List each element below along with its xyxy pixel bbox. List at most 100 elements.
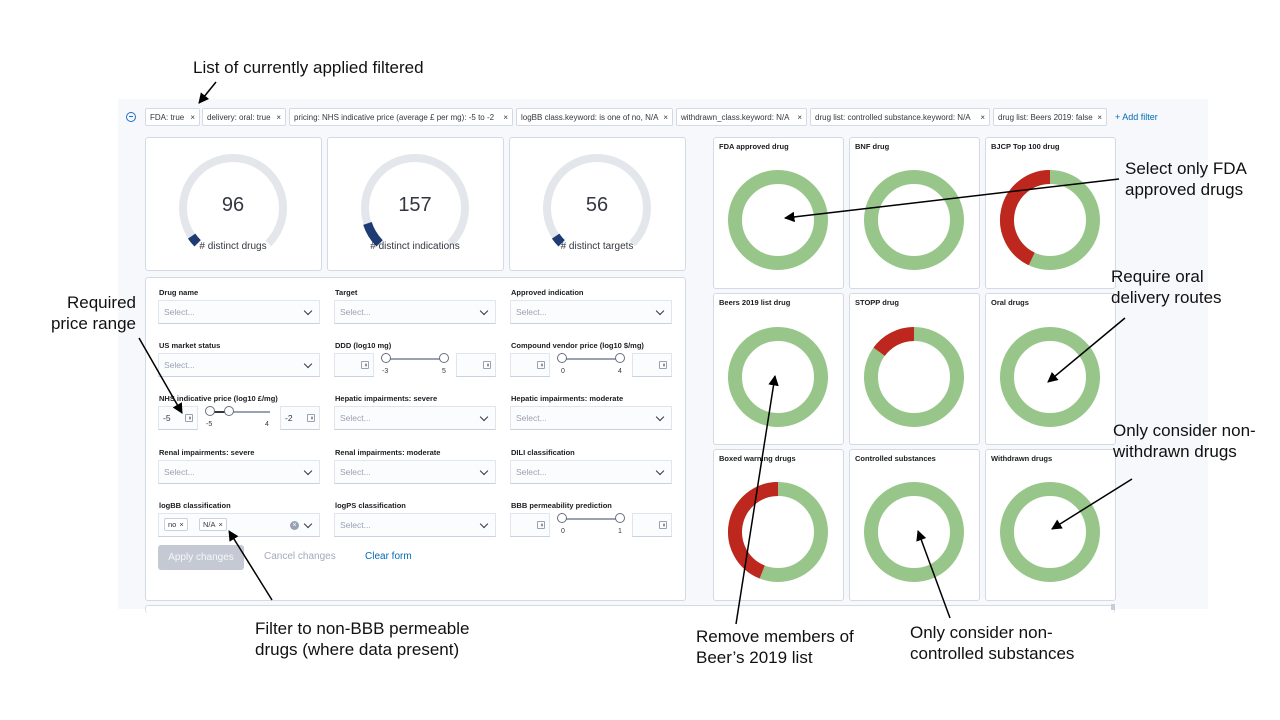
hepatic-moderate-label: Hepatic impairments: moderate: [511, 394, 624, 403]
ddd-max-input[interactable]: [456, 353, 496, 377]
filter-pill-pricing[interactable]: pricing: NHS indicative price (average £…: [289, 108, 513, 126]
renal-moderate-select[interactable]: Select...: [334, 460, 496, 484]
donut-title: BJCP Top 100 drug: [991, 142, 1060, 151]
annotation-line: Only consider non-: [910, 623, 1053, 642]
metric-label: # distinct targets: [560, 241, 634, 252]
close-icon[interactable]: ×: [276, 112, 281, 122]
dili-select[interactable]: Select...: [510, 460, 672, 484]
stepper-icon[interactable]: [659, 521, 667, 529]
us-market-status-select[interactable]: Select...: [158, 353, 320, 377]
bbb-min-thumb[interactable]: [557, 513, 567, 523]
renal-severe-select[interactable]: Select...: [158, 460, 320, 484]
chevron-down-icon: [303, 519, 313, 529]
logbb-chip-no[interactable]: no ×: [164, 518, 188, 531]
target-select[interactable]: Select...: [334, 300, 496, 324]
filter-pill-oral[interactable]: delivery: oral: true ×: [202, 108, 286, 126]
stepper-icon[interactable]: [307, 414, 315, 422]
stepper-icon[interactable]: [537, 361, 545, 369]
donut-panel-bnf: [849, 137, 980, 289]
filter-pill-withdrawn[interactable]: withdrawn_class.keyword: N/A ×: [676, 108, 807, 126]
cancel-changes-button[interactable]: Cancel changes: [264, 551, 336, 562]
logps-label: logPS classification: [335, 501, 406, 510]
scrollbar-thumb[interactable]: [1111, 604, 1115, 610]
donut-panel-fda: [713, 137, 844, 289]
close-icon[interactable]: ×: [503, 112, 508, 122]
clear-form-button[interactable]: Clear form: [365, 551, 412, 562]
chevron-down-icon: [479, 519, 489, 529]
filter-pill-fda[interactable]: FDA: true ×: [145, 108, 200, 126]
renal-severe-label: Renal impairments: severe: [159, 448, 255, 457]
vendor-price-label: Compound vendor price (log10 $/mg): [511, 341, 644, 350]
ddd-min-thumb[interactable]: [381, 353, 391, 363]
chip-label: no: [168, 520, 177, 529]
vendor-price-min-input[interactable]: [510, 353, 550, 377]
annotation-line: Require oral: [1111, 267, 1204, 286]
vendor-price-max-input[interactable]: [632, 353, 672, 377]
vendor-price-min-thumb[interactable]: [557, 353, 567, 363]
annotation-fda: Select only FDA approved drugs: [1125, 158, 1247, 200]
ddd-min-input[interactable]: [334, 353, 374, 377]
logbb-chip-na[interactable]: N/A ×: [199, 518, 227, 531]
filter-pill-label: drug list: controlled substance.keyword:…: [815, 112, 971, 122]
ddd-label: DDD (log10 mg): [335, 341, 392, 350]
ddd-max-thumb[interactable]: [439, 353, 449, 363]
annotation-line: delivery routes: [1111, 288, 1222, 307]
select-placeholder: Select...: [516, 307, 547, 317]
approved-indication-select[interactable]: Select...: [510, 300, 672, 324]
nhs-price-min-thumb[interactable]: [205, 406, 215, 416]
nhs-price-max-thumb[interactable]: [224, 406, 234, 416]
lower-panel-edge: [145, 605, 1115, 613]
renal-moderate-label: Renal impairments: moderate: [335, 448, 441, 457]
close-icon[interactable]: ×: [190, 112, 195, 122]
hepatic-severe-select[interactable]: Select...: [334, 406, 496, 430]
bbb-max-input[interactable]: [632, 513, 672, 537]
close-icon[interactable]: ×: [1097, 112, 1102, 122]
donut-title: Beers 2019 list drug: [719, 298, 791, 307]
annotation-filters-list: List of currently applied filtered: [193, 57, 424, 78]
close-icon[interactable]: ×: [179, 520, 184, 529]
annotation-line: Beer’s 2019 list: [696, 648, 813, 667]
ddd-min-tick: -3: [382, 368, 389, 375]
donut-panel-boxed: [713, 449, 844, 601]
close-icon[interactable]: ×: [980, 112, 985, 122]
nhs-price-min-tick: -5: [206, 421, 213, 428]
chevron-down-icon: [479, 466, 489, 476]
nhs-price-min-input[interactable]: -5: [158, 406, 198, 430]
stepper-icon[interactable]: [185, 414, 193, 422]
target-label: Target: [335, 288, 358, 297]
add-filter-link[interactable]: + Add filter: [1115, 112, 1158, 122]
annotation-line: price range: [50, 314, 136, 333]
stepper-icon[interactable]: [361, 361, 369, 369]
close-icon[interactable]: ×: [218, 520, 223, 529]
filter-pill-logbb[interactable]: logBB class.keyword: is one of no, N/A ×: [516, 108, 673, 126]
stepper-icon[interactable]: [483, 361, 491, 369]
close-icon[interactable]: ×: [663, 112, 668, 122]
stepper-icon[interactable]: [659, 361, 667, 369]
dili-label: DILI classification: [511, 448, 575, 457]
annotation-line: Filter to non-BBB permeable: [255, 619, 470, 638]
nhs-price-max-input[interactable]: -2: [280, 406, 320, 430]
metric-label: # distinct indications: [370, 241, 460, 252]
bbb-max-thumb[interactable]: [615, 513, 625, 523]
select-placeholder: Select...: [164, 467, 195, 477]
filter-pill-controlled[interactable]: drug list: controlled substance.keyword:…: [810, 108, 990, 126]
close-icon[interactable]: ×: [797, 112, 802, 122]
filter-pill-beers[interactable]: drug list: Beers 2019: false ×: [993, 108, 1107, 126]
hepatic-moderate-select[interactable]: Select...: [510, 406, 672, 430]
filter-pill-label: logBB class.keyword: is one of no, N/A: [521, 112, 659, 122]
filter-pill-label: pricing: NHS indicative price (average £…: [294, 112, 495, 122]
vendor-price-max-thumb[interactable]: [615, 353, 625, 363]
chip-label: N/A: [203, 520, 216, 529]
annotation-line: withdrawn drugs: [1113, 442, 1237, 461]
drug-name-select[interactable]: Select...: [158, 300, 320, 324]
clear-selection-icon[interactable]: ×: [290, 521, 299, 530]
stepper-icon[interactable]: [537, 521, 545, 529]
filter-pill-label: withdrawn_class.keyword: N/A: [681, 112, 790, 122]
chevron-down-icon: [303, 306, 313, 316]
annotation-line: controlled substances: [910, 644, 1075, 663]
annotation-controlled: Only consider non-controlled substances: [910, 622, 1074, 664]
logps-select[interactable]: Select...: [334, 513, 496, 537]
apply-changes-button[interactable]: Apply changes: [158, 545, 244, 570]
bbb-min-input[interactable]: [510, 513, 550, 537]
filter-icon[interactable]: [126, 112, 136, 122]
